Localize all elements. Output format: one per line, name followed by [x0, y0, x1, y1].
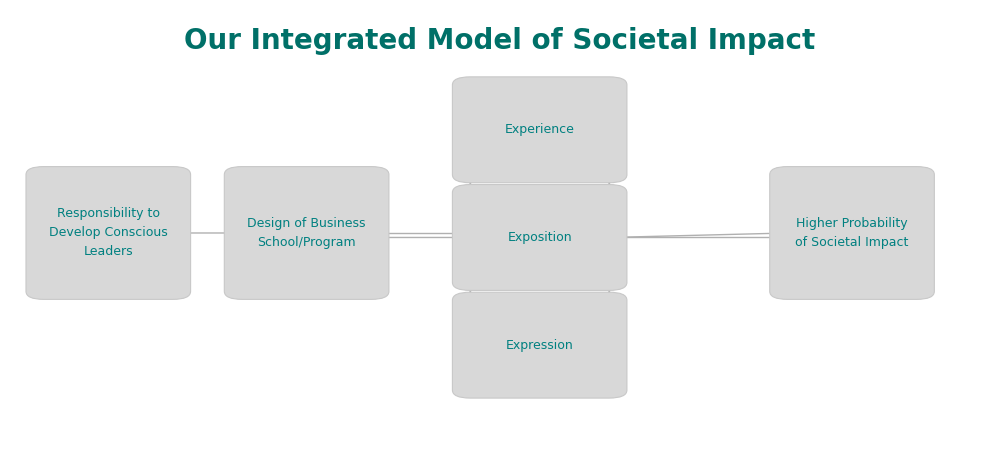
FancyBboxPatch shape — [452, 185, 627, 290]
FancyBboxPatch shape — [452, 77, 627, 183]
Text: Responsibility to
Develop Conscious
Leaders: Responsibility to Develop Conscious Lead… — [49, 207, 168, 259]
FancyBboxPatch shape — [224, 167, 389, 299]
Text: Higher Probability
of Societal Impact: Higher Probability of Societal Impact — [795, 217, 909, 249]
FancyBboxPatch shape — [26, 167, 191, 299]
Text: Our Integrated Model of Societal Impact: Our Integrated Model of Societal Impact — [184, 27, 816, 54]
Text: Expression: Expression — [506, 339, 574, 351]
Text: Design of Business
School/Program: Design of Business School/Program — [247, 217, 366, 249]
Text: Exposition: Exposition — [507, 231, 572, 244]
Text: Experience: Experience — [505, 123, 575, 136]
FancyBboxPatch shape — [452, 292, 627, 398]
FancyBboxPatch shape — [770, 167, 934, 299]
